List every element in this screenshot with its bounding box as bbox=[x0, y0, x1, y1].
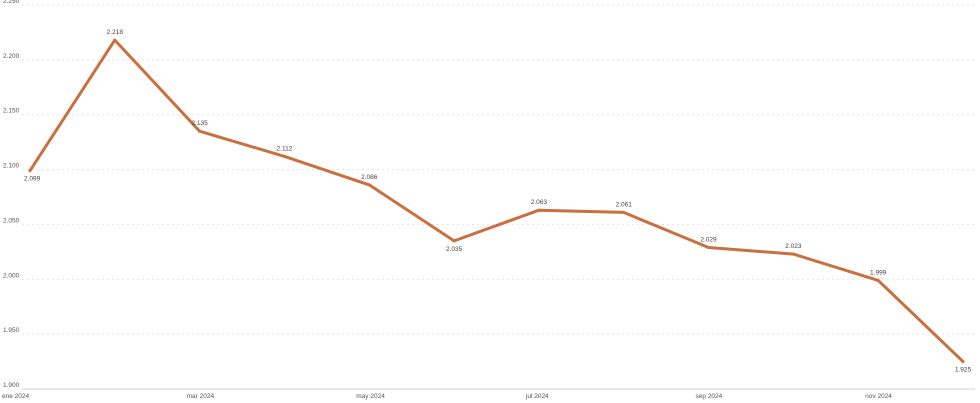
data-label: 2.099 bbox=[24, 176, 41, 183]
data-point bbox=[622, 210, 626, 214]
data-point bbox=[791, 252, 795, 256]
data-point bbox=[876, 278, 880, 282]
data-point bbox=[113, 38, 117, 42]
y-tick-label: 2.250 bbox=[3, 0, 20, 5]
data-point bbox=[28, 169, 32, 173]
data-label: 2.135 bbox=[191, 120, 208, 127]
y-tick-label: 2.200 bbox=[3, 53, 20, 60]
data-label: 1.999 bbox=[870, 269, 887, 276]
data-point bbox=[367, 183, 371, 187]
y-tick-label: 1.900 bbox=[3, 382, 20, 389]
data-label: 2.061 bbox=[616, 201, 633, 208]
data-label: 2.035 bbox=[446, 246, 463, 253]
y-tick-label: 2.100 bbox=[3, 163, 20, 170]
x-tick-label: ene 2024 bbox=[2, 393, 29, 400]
data-label: 2.029 bbox=[700, 236, 717, 243]
y-tick-label: 2.000 bbox=[3, 272, 20, 279]
x-tick-label: nov 2024 bbox=[865, 393, 892, 400]
grid-lines bbox=[22, 4, 975, 390]
y-tick-label: 2.050 bbox=[3, 217, 20, 224]
data-point bbox=[282, 154, 286, 158]
data-label: 2.218 bbox=[107, 29, 124, 36]
data-label: 2.112 bbox=[277, 145, 293, 152]
x-tick-label: sep 2024 bbox=[696, 393, 723, 400]
y-axis-tick-labels: 1.900 1.950 2.000 2.050 2.100 2.150 2.200 2.250 bbox=[3, 0, 20, 389]
x-axis-tick-labels: ene 2024 mar 2024 may 2024 jul 2024 sep 2024… bbox=[2, 393, 892, 400]
data-point bbox=[537, 208, 541, 212]
data-label: 2.086 bbox=[361, 174, 378, 181]
data-label: 2.063 bbox=[531, 199, 548, 206]
y-tick-label: 2.150 bbox=[3, 108, 20, 115]
data-label: 1.925 bbox=[955, 367, 972, 374]
data-label: 2.023 bbox=[785, 243, 802, 250]
series-layer bbox=[28, 38, 965, 364]
x-tick-label: mar 2024 bbox=[187, 393, 215, 400]
series-line bbox=[28, 38, 965, 364]
x-tick-label: may 2024 bbox=[356, 393, 385, 400]
y-tick-label: 1.950 bbox=[3, 327, 20, 334]
data-point bbox=[198, 129, 202, 133]
data-point bbox=[961, 360, 965, 364]
data-point bbox=[452, 239, 456, 243]
data-labels: 2.099 2.218 2.135 2.112 2.086 2.035 2.063 2.061… bbox=[24, 29, 972, 373]
data-point bbox=[707, 245, 711, 249]
x-tick-label: jul 2024 bbox=[525, 393, 549, 400]
